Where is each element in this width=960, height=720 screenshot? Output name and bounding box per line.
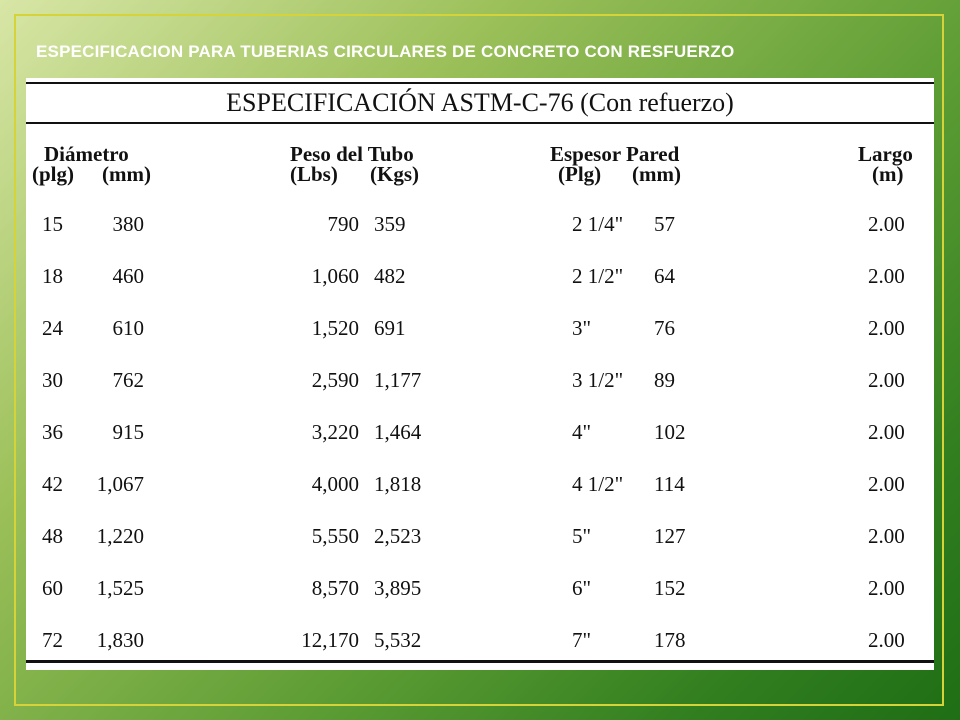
cell-largo: 2.00 [868, 368, 905, 392]
slide-title: ESPECIFICACION PARA TUBERIAS CIRCULARES … [36, 42, 735, 61]
cell-diametro-mm: 380 [112, 212, 145, 236]
cell-peso-kgs: 3,895 [374, 576, 422, 600]
cell-peso-lbs: 5,550 [311, 524, 359, 548]
cell-diametro-plg: 60 [42, 576, 63, 600]
specification-table: ESPECIFICACIÓN ASTM-C-76 (Con refuerzo) … [26, 78, 934, 670]
header-diametro: Diámetro [44, 142, 129, 166]
cell-espesor-mm: 64 [654, 264, 675, 288]
header-diametro-mm: (mm) [102, 162, 151, 186]
cell-peso-kgs: 2,523 [374, 524, 422, 548]
cell-diametro-mm: 1,830 [96, 628, 144, 652]
cell-largo: 2.00 [868, 524, 905, 548]
table-top-rule [26, 82, 934, 84]
cell-espesor-plg: 4 1/2" [572, 472, 624, 496]
cell-espesor-plg: 3 1/2" [572, 368, 624, 392]
cell-peso-lbs: 790 [327, 212, 360, 236]
cell-peso-kgs: 5,532 [374, 628, 422, 652]
cell-peso-kgs: 691 [374, 316, 406, 340]
cell-peso-lbs: 3,220 [311, 420, 359, 444]
cell-largo: 2.00 [868, 472, 905, 496]
cell-espesor-plg: 5" [572, 524, 592, 548]
cell-espesor-plg: 2 1/4" [572, 212, 624, 236]
cell-peso-lbs: 4,000 [311, 472, 359, 496]
cell-largo: 2.00 [868, 264, 905, 288]
cell-peso-kgs: 359 [374, 212, 406, 236]
cell-espesor-plg: 2 1/2" [572, 264, 624, 288]
header-diametro-plg: (plg) [32, 162, 74, 186]
cell-espesor-mm: 114 [654, 472, 685, 496]
cell-espesor-mm: 102 [654, 420, 686, 444]
table-title: ESPECIFICACIÓN ASTM-C-76 (Con refuerzo) [226, 88, 734, 117]
header-espesor-mm: (mm) [632, 162, 681, 186]
cell-largo: 2.00 [868, 576, 905, 600]
cell-espesor-mm: 152 [654, 576, 686, 600]
table-bottom-rule [26, 660, 934, 663]
cell-peso-kgs: 1,818 [374, 472, 422, 496]
cell-diametro-plg: 42 [42, 472, 63, 496]
cell-diametro-mm: 1,525 [96, 576, 144, 600]
cell-diametro-plg: 72 [42, 628, 63, 652]
header-peso-kgs: (Kgs) [370, 162, 419, 186]
header-largo: Largo [858, 142, 913, 166]
cell-peso-lbs: 1,520 [311, 316, 359, 340]
cell-peso-lbs: 2,590 [311, 368, 359, 392]
cell-largo: 2.00 [868, 316, 905, 340]
cell-diametro-plg: 18 [42, 264, 63, 288]
cell-diametro-plg: 30 [42, 368, 63, 392]
header-peso-lbs: (Lbs) [290, 162, 338, 186]
cell-diametro-mm: 460 [112, 264, 145, 288]
header-peso: Peso del Tubo [290, 142, 414, 166]
cell-peso-lbs: 12,170 [301, 628, 359, 652]
cell-espesor-mm: 89 [654, 368, 675, 392]
cell-espesor-mm: 127 [654, 524, 686, 548]
cell-espesor-mm: 76 [654, 316, 675, 340]
cell-peso-kgs: 1,464 [374, 420, 422, 444]
cell-espesor-plg: 4" [572, 420, 592, 444]
cell-peso-lbs: 8,570 [311, 576, 359, 600]
cell-espesor-plg: 7" [572, 628, 592, 652]
table-title-rule [26, 122, 934, 124]
cell-diametro-plg: 48 [42, 524, 63, 548]
cell-diametro-plg: 24 [42, 316, 63, 340]
cell-espesor-mm: 57 [654, 212, 675, 236]
cell-espesor-mm: 178 [654, 628, 686, 652]
cell-diametro-mm: 915 [112, 420, 145, 444]
cell-peso-lbs: 1,060 [311, 264, 359, 288]
slide-frame [14, 14, 944, 706]
cell-diametro-mm: 610 [112, 316, 145, 340]
cell-diametro-mm: 762 [112, 368, 145, 392]
header-espesor: Espesor Pared [550, 142, 680, 166]
cell-diametro-mm: 1,220 [96, 524, 144, 548]
cell-diametro-plg: 15 [42, 212, 63, 236]
cell-diametro-plg: 36 [42, 420, 63, 444]
header-largo-m: (m) [872, 162, 904, 186]
header-espesor-plg: (Plg) [558, 162, 602, 186]
cell-peso-kgs: 1,177 [374, 368, 422, 392]
cell-peso-kgs: 482 [374, 264, 406, 288]
cell-largo: 2.00 [868, 212, 905, 236]
cell-diametro-mm: 1,067 [96, 472, 144, 496]
cell-espesor-plg: 6" [572, 576, 592, 600]
cell-largo: 2.00 [868, 628, 905, 652]
cell-largo: 2.00 [868, 420, 905, 444]
cell-espesor-plg: 3" [572, 316, 592, 340]
